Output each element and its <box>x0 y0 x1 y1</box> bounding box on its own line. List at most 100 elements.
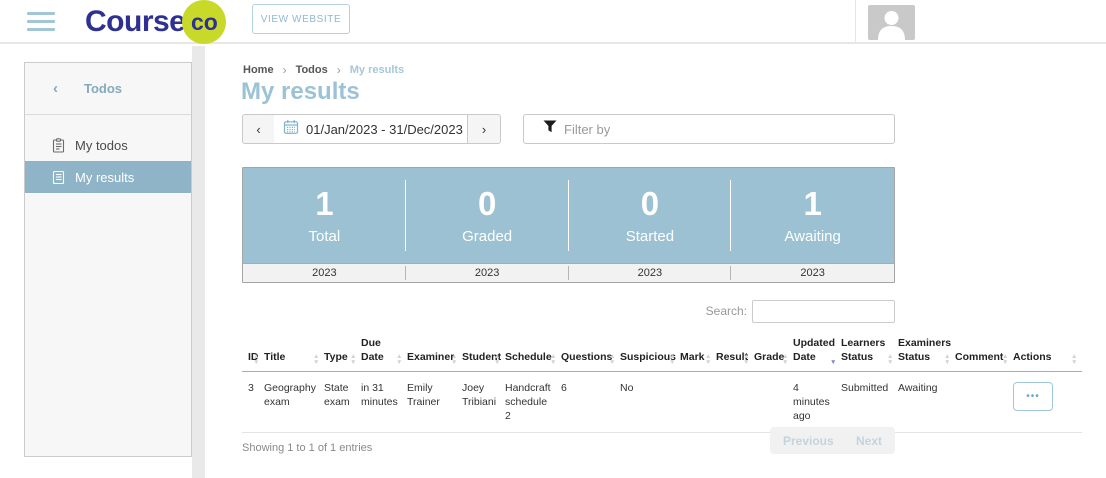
todo-list-icon <box>51 137 66 153</box>
column-header-schedule[interactable]: Schedule ▲ ▼ <box>505 333 561 373</box>
date-prev-button[interactable]: ‹ <box>242 114 275 144</box>
content-left-gutter <box>192 46 205 478</box>
sort-icon: ▼ <box>830 359 837 367</box>
cell-comment <box>955 371 1013 433</box>
search-input[interactable] <box>752 299 895 323</box>
column-header-grade[interactable]: Grade ▲ ▼ <box>754 333 793 373</box>
sort-icon: ▲ ▼ <box>494 353 501 367</box>
column-header-id[interactable]: ID ▲ ▼ <box>242 333 264 373</box>
sidebar-items: My todos My results <box>25 129 191 193</box>
column-header-due-date[interactable]: Due Date ▲ ▼ <box>361 333 407 373</box>
sidebar-item-label: My results <box>75 169 135 185</box>
column-header-updated-date[interactable]: Updated Date ▼ <box>793 333 841 373</box>
sort-icon: ▲ ▼ <box>550 353 557 367</box>
stat-started-label: Started <box>625 227 675 245</box>
filter-group <box>523 114 895 144</box>
column-header-learners-status[interactable]: Learners Status ▲ ▼ <box>841 333 898 373</box>
stat-total-label: Total <box>308 227 341 245</box>
cell-updated-date: 4 minutes ago <box>793 371 841 433</box>
row-actions-button[interactable]: ••• <box>1013 382 1053 412</box>
cell-suspicious: No <box>620 371 680 433</box>
back-chevron-icon[interactable]: ‹ <box>53 80 58 97</box>
date-next-button[interactable]: › <box>467 114 501 144</box>
stat-started-value: 0 <box>640 185 660 223</box>
date-range-input[interactable] <box>306 121 466 137</box>
sort-icon: ▲ ▼ <box>313 353 320 367</box>
stat-total: 1 Total <box>243 168 406 263</box>
breadcrumb-home[interactable]: Home <box>243 64 274 76</box>
sort-icon: ▲ ▼ <box>350 353 357 367</box>
sidebar: ‹ Todos My todos <box>24 62 192 457</box>
sidebar-item-my-todos[interactable]: My todos <box>25 129 191 161</box>
page-title: My results <box>241 78 360 105</box>
next-page-button[interactable]: Next <box>855 433 882 448</box>
results-table: ID ▲ ▼ Title ▲ ▼ Type ▲ ▼ Due Date ▲ ▼ Examiner ▲… <box>242 333 1082 433</box>
table-header-row: ID ▲ ▼ Title ▲ ▼ Type ▲ ▼ Due Date ▲ ▼ Examiner ▲… <box>242 333 1082 373</box>
user-avatar[interactable] <box>868 5 915 40</box>
column-header-title[interactable]: Title ▲ ▼ <box>264 333 324 373</box>
stat-awaiting: 1 Awaiting <box>731 168 894 263</box>
top-header: Course co VIEW WEBSITE <box>0 0 1106 44</box>
column-header-mark[interactable]: Mark ▲ ▼ <box>680 333 716 373</box>
stat-year: 2023 <box>569 264 732 282</box>
column-header-actions[interactable]: Actions ▲ ▼ <box>1013 333 1082 373</box>
sort-icon: ▲ ▼ <box>451 353 458 367</box>
cell-actions: ••• <box>1013 371 1082 433</box>
column-header-suspicious[interactable]: Suspicious ▲ ▼ <box>620 333 680 373</box>
stat-year: 2023 <box>800 267 825 279</box>
sidebar-item-label: My todos <box>75 137 128 153</box>
breadcrumb-separator-icon: › <box>282 63 287 77</box>
cell-learners-status: Submitted <box>841 371 898 433</box>
stats-years: 2023 2023 2023 2023 <box>243 263 894 282</box>
cell-title: Geography exam <box>264 371 324 433</box>
column-header-examiner[interactable]: Examiner ▲ ▼ <box>407 333 462 373</box>
cell-due-date: in 31 minutes <box>361 371 407 433</box>
table-row: 3 Geography exam State exam in 31 minute… <box>242 371 1082 433</box>
column-header-student[interactable]: Student ▲ ▼ <box>462 333 505 373</box>
column-header-type[interactable]: Type ▲ ▼ <box>324 333 361 373</box>
sort-icon: ▲ ▼ <box>743 353 750 367</box>
stat-graded-value: 0 <box>477 185 497 223</box>
cell-questions: 6 <box>561 371 620 433</box>
sort-icon: ▲ ▼ <box>669 353 676 367</box>
stat-year: 2023 <box>406 264 569 282</box>
cell-result <box>716 371 754 433</box>
sort-icon: ▲ ▼ <box>396 353 403 367</box>
calendar-icon <box>283 119 299 140</box>
cell-examiner: Emily Trainer <box>407 371 462 433</box>
cell-examiners-status: Awaiting <box>898 371 955 433</box>
sort-icon: ▲ ▼ <box>887 353 894 367</box>
breadcrumb-current: My results <box>349 64 405 76</box>
previous-page-button[interactable]: Previous <box>783 433 834 448</box>
cell-id: 3 <box>242 371 264 433</box>
logo-badge: co <box>182 0 227 44</box>
sort-icon: ▲ ▼ <box>253 353 260 367</box>
cell-type: State exam <box>324 371 361 433</box>
date-range-group <box>274 114 468 144</box>
column-header-result[interactable]: Result ▲ ▼ <box>716 333 754 373</box>
sort-icon: ▲ ▼ <box>705 353 712 367</box>
view-website-button[interactable]: VIEW WEBSITE <box>252 4 350 34</box>
sort-icon: ▲ ▼ <box>944 353 951 367</box>
header-divider <box>855 0 856 44</box>
filter-input[interactable] <box>564 121 894 137</box>
pagination: Previous Next <box>770 427 895 454</box>
stat-graded: 0 Graded <box>406 168 569 263</box>
sidebar-header: ‹ Todos <box>25 63 191 115</box>
column-header-examiners-status[interactable]: Examiners Status ▲ ▼ <box>898 333 955 373</box>
sidebar-item-my-results[interactable]: My results <box>25 161 191 193</box>
column-header-questions[interactable]: Questions ▲ ▼ <box>561 333 620 373</box>
stat-started: 0 Started <box>569 168 732 263</box>
sort-icon: ▲ ▼ <box>1071 353 1078 367</box>
column-header-comment[interactable]: Comment ▲ ▼ <box>955 333 1013 373</box>
logo: Course co <box>85 0 227 44</box>
cell-grade <box>754 371 793 433</box>
stats-values: 1 Total 0 Graded 0 Started 1 Awaiting <box>243 168 894 263</box>
hamburger-menu-icon[interactable] <box>27 12 55 31</box>
filter-funnel-icon <box>543 120 557 138</box>
sort-icon: ▲ ▼ <box>1002 353 1009 367</box>
breadcrumb-todos[interactable]: Todos <box>295 64 328 76</box>
stat-year: 2023 <box>243 264 406 282</box>
stat-graded-label: Graded <box>462 227 513 245</box>
